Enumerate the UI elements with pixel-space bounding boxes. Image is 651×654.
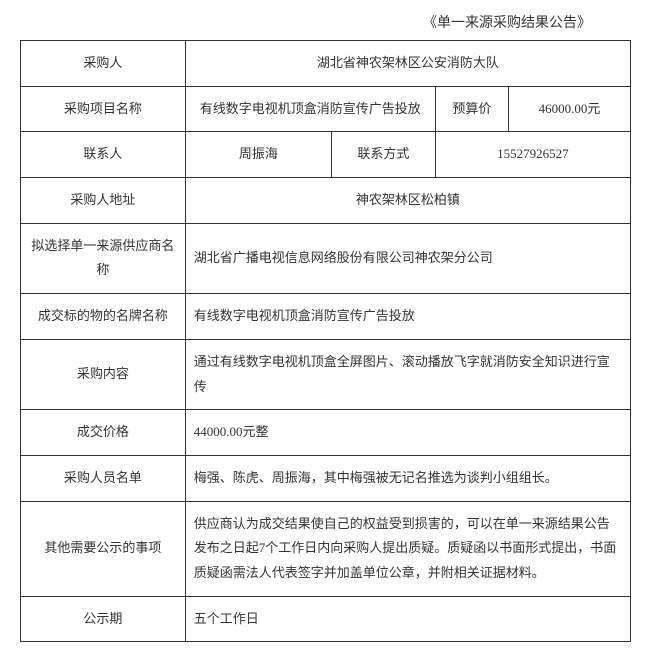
label-contact-method: 联系方式 [332,132,436,178]
value-personnel: 梅强、陈虎、周振海，其中梅强被无记名推选为谈判小组组长。 [185,455,630,501]
label-brand: 成交标的物的名牌名称 [21,294,186,340]
table-row: 拟选择单一来源供应商名称 湖北省广播电视信息网络股份有限公司神农架分公司 [21,223,631,293]
table-row: 采购项目名称 有线数字电视机顶盒消防宣传广告投放 预算价 46000.00元 [21,86,631,132]
label-content: 采购内容 [21,339,186,409]
label-personnel: 采购人员名单 [21,455,186,501]
value-address: 神农架林区松柏镇 [185,178,630,224]
value-brand: 有线数字电视机顶盒消防宣传广告投放 [185,294,630,340]
label-purchaser: 采购人 [21,41,186,87]
announcement-table: 采购人 湖北省神农架林区公安消防大队 采购项目名称 有线数字电视机顶盒消防宣传广… [20,40,631,642]
table-row: 联系人 周振海 联系方式 15527926527 [21,132,631,178]
table-row: 采购人 湖北省神农架林区公安消防大队 [21,41,631,87]
value-other: 供应商认为成交结果使自己的权益受到损害的，可以在单一来源结果公告发布之日起7个工… [185,501,630,596]
value-project-name: 有线数字电视机顶盒消防宣传广告投放 [185,86,435,132]
table-row: 成交标的物的名牌名称 有线数字电视机顶盒消防宣传广告投放 [21,294,631,340]
value-budget: 46000.00元 [508,86,630,132]
title-wrap: 《单一来源采购结果公告》 [20,12,631,32]
label-supplier: 拟选择单一来源供应商名称 [21,223,186,293]
label-price: 成交价格 [21,410,186,456]
value-content: 通过有线数字电视机顶盒全屏图片、滚动播放飞字就消防安全知识进行宣传 [185,339,630,409]
value-price: 44000.00元整 [185,410,630,456]
table-row: 成交价格 44000.00元整 [21,410,631,456]
document-title: 《单一来源采购结果公告》 [423,16,591,31]
value-contact: 周振海 [185,132,331,178]
value-period: 五个工作日 [185,596,630,642]
value-supplier: 湖北省广播电视信息网络股份有限公司神农架分公司 [185,223,630,293]
table-row: 采购内容 通过有线数字电视机顶盒全屏图片、滚动播放飞字就消防安全知识进行宣传 [21,339,631,409]
table-row: 采购人地址 神农架林区松柏镇 [21,178,631,224]
value-purchaser: 湖北省神农架林区公安消防大队 [185,41,630,87]
label-project-name: 采购项目名称 [21,86,186,132]
label-other: 其他需要公示的事项 [21,501,186,596]
label-address: 采购人地址 [21,178,186,224]
table-row: 采购人员名单 梅强、陈虎、周振海，其中梅强被无记名推选为谈判小组组长。 [21,455,631,501]
label-period: 公示期 [21,596,186,642]
label-budget: 预算价 [435,86,508,132]
table-row: 公示期 五个工作日 [21,596,631,642]
label-contact: 联系人 [21,132,186,178]
table-row: 其他需要公示的事项 供应商认为成交结果使自己的权益受到损害的，可以在单一来源结果… [21,501,631,596]
value-contact-method: 15527926527 [435,132,630,178]
